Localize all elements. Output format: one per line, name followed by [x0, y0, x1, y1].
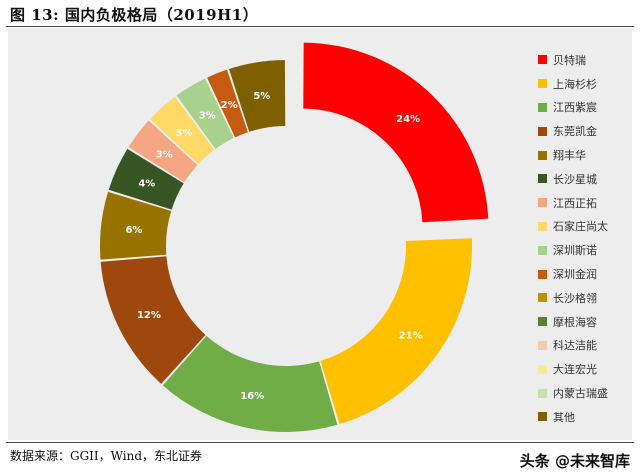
slice-data-label: 21%: [399, 331, 423, 342]
legend-label: 江西紫宸: [553, 101, 597, 115]
slice-data-label: 6%: [125, 225, 142, 236]
legend-label: 其他: [553, 410, 575, 424]
slice-data-label: 12%: [137, 310, 161, 321]
legend-label: 石家庄尚太: [553, 220, 608, 234]
chart-panel: 24% 21% 16% 12% 6% 4% 3% 3% 3% 2% 5% 贝特瑞 上海杉杉 江西紫宸 东莞…: [8, 28, 632, 440]
legend-swatch: [538, 340, 547, 350]
legend-swatch: [538, 79, 547, 89]
legend-label: 科达洁能: [553, 339, 597, 353]
legend-item: 内蒙古瑞盛: [538, 381, 630, 405]
donut-slice: [100, 256, 206, 384]
legend-item: 石家庄尚太: [538, 215, 630, 239]
legend-item: 科达洁能: [538, 334, 630, 358]
donut-slice: [303, 42, 489, 223]
bottom-rule: [6, 442, 634, 443]
slice-data-label: 3%: [175, 128, 192, 139]
legend-label: 深圳斯诺: [553, 244, 597, 258]
legend-item: 大连宏光: [538, 357, 630, 381]
donut-slice: [229, 60, 286, 132]
slice-data-label: 16%: [240, 391, 264, 402]
legend-item: 翔丰华: [538, 143, 630, 167]
legend-label: 大连宏光: [553, 363, 597, 377]
legend-label: 摩根海容: [553, 315, 597, 329]
donut-slice: [108, 148, 184, 210]
legend-swatch: [538, 269, 547, 279]
slice-data-label: 3%: [199, 111, 216, 122]
legend-item: 深圳斯诺: [538, 238, 630, 262]
donut-slice: [128, 120, 198, 183]
legend-swatch: [538, 102, 547, 112]
legend-item: 江西正拓: [538, 191, 630, 215]
donut-slice: [176, 78, 234, 149]
legend-swatch: [538, 126, 547, 136]
legend-swatch: [538, 150, 547, 160]
legend-label: 上海杉杉: [553, 77, 597, 91]
legend-label: 长沙星城: [553, 172, 597, 186]
legend-item: 贝特瑞: [538, 48, 630, 72]
legend-item: 江西紫宸: [538, 96, 630, 120]
legend-label: 长沙格翎: [553, 291, 597, 305]
legend-swatch: [538, 317, 547, 327]
slice-data-label: 3%: [156, 149, 173, 160]
legend-label: 东莞凯金: [553, 125, 597, 139]
watermark: 头条 @未来智库: [519, 452, 630, 470]
legend-item: 上海杉杉: [538, 72, 630, 96]
legend-label: 贝特瑞: [553, 53, 586, 67]
top-rule: [6, 26, 634, 27]
legend-swatch: [538, 174, 547, 184]
legend-swatch: [538, 364, 547, 374]
slice-data-label: 4%: [138, 178, 155, 189]
legend-swatch: [538, 293, 547, 303]
figure-title: 图 13: 国内负极格局（2019H1）: [10, 6, 259, 24]
legend-item: 摩根海容: [538, 310, 630, 334]
legend-item: 东莞凯金: [538, 119, 630, 143]
legend-label: 翔丰华: [553, 149, 586, 163]
legend-label: 深圳金润: [553, 268, 597, 282]
legend-swatch: [538, 198, 547, 208]
legend-swatch: [538, 245, 547, 255]
donut-slice: [207, 69, 248, 138]
donut-slice: [320, 238, 472, 425]
legend-swatch: [538, 55, 547, 65]
legend-swatch: [538, 412, 547, 422]
source-note: 数据来源：GGII，Wind，东北证券: [10, 449, 203, 463]
slice-data-label: 2%: [221, 100, 238, 111]
chart-legend: 贝特瑞上海杉杉江西紫宸东莞凯金翔丰华长沙星城江西正拓石家庄尚太深圳斯诺深圳金润长…: [538, 48, 630, 429]
donut-chart: 24%21%16%12%6%4%3%3%3%2%5%: [100, 42, 489, 432]
legend-item: 深圳金润: [538, 262, 630, 286]
legend-item: 其他: [538, 405, 630, 429]
legend-item: 长沙星城: [538, 167, 630, 191]
legend-swatch: [538, 388, 547, 398]
donut-slice: [162, 335, 338, 432]
legend-swatch: [538, 221, 547, 231]
donut-slice: [150, 96, 215, 165]
donut-slice: [100, 191, 172, 260]
legend-item: 长沙格翎: [538, 286, 630, 310]
slice-data-label: 5%: [253, 91, 270, 102]
legend-label: 江西正拓: [553, 196, 597, 210]
slice-data-label: 24%: [396, 114, 420, 125]
legend-label: 内蒙古瑞盛: [553, 387, 608, 401]
